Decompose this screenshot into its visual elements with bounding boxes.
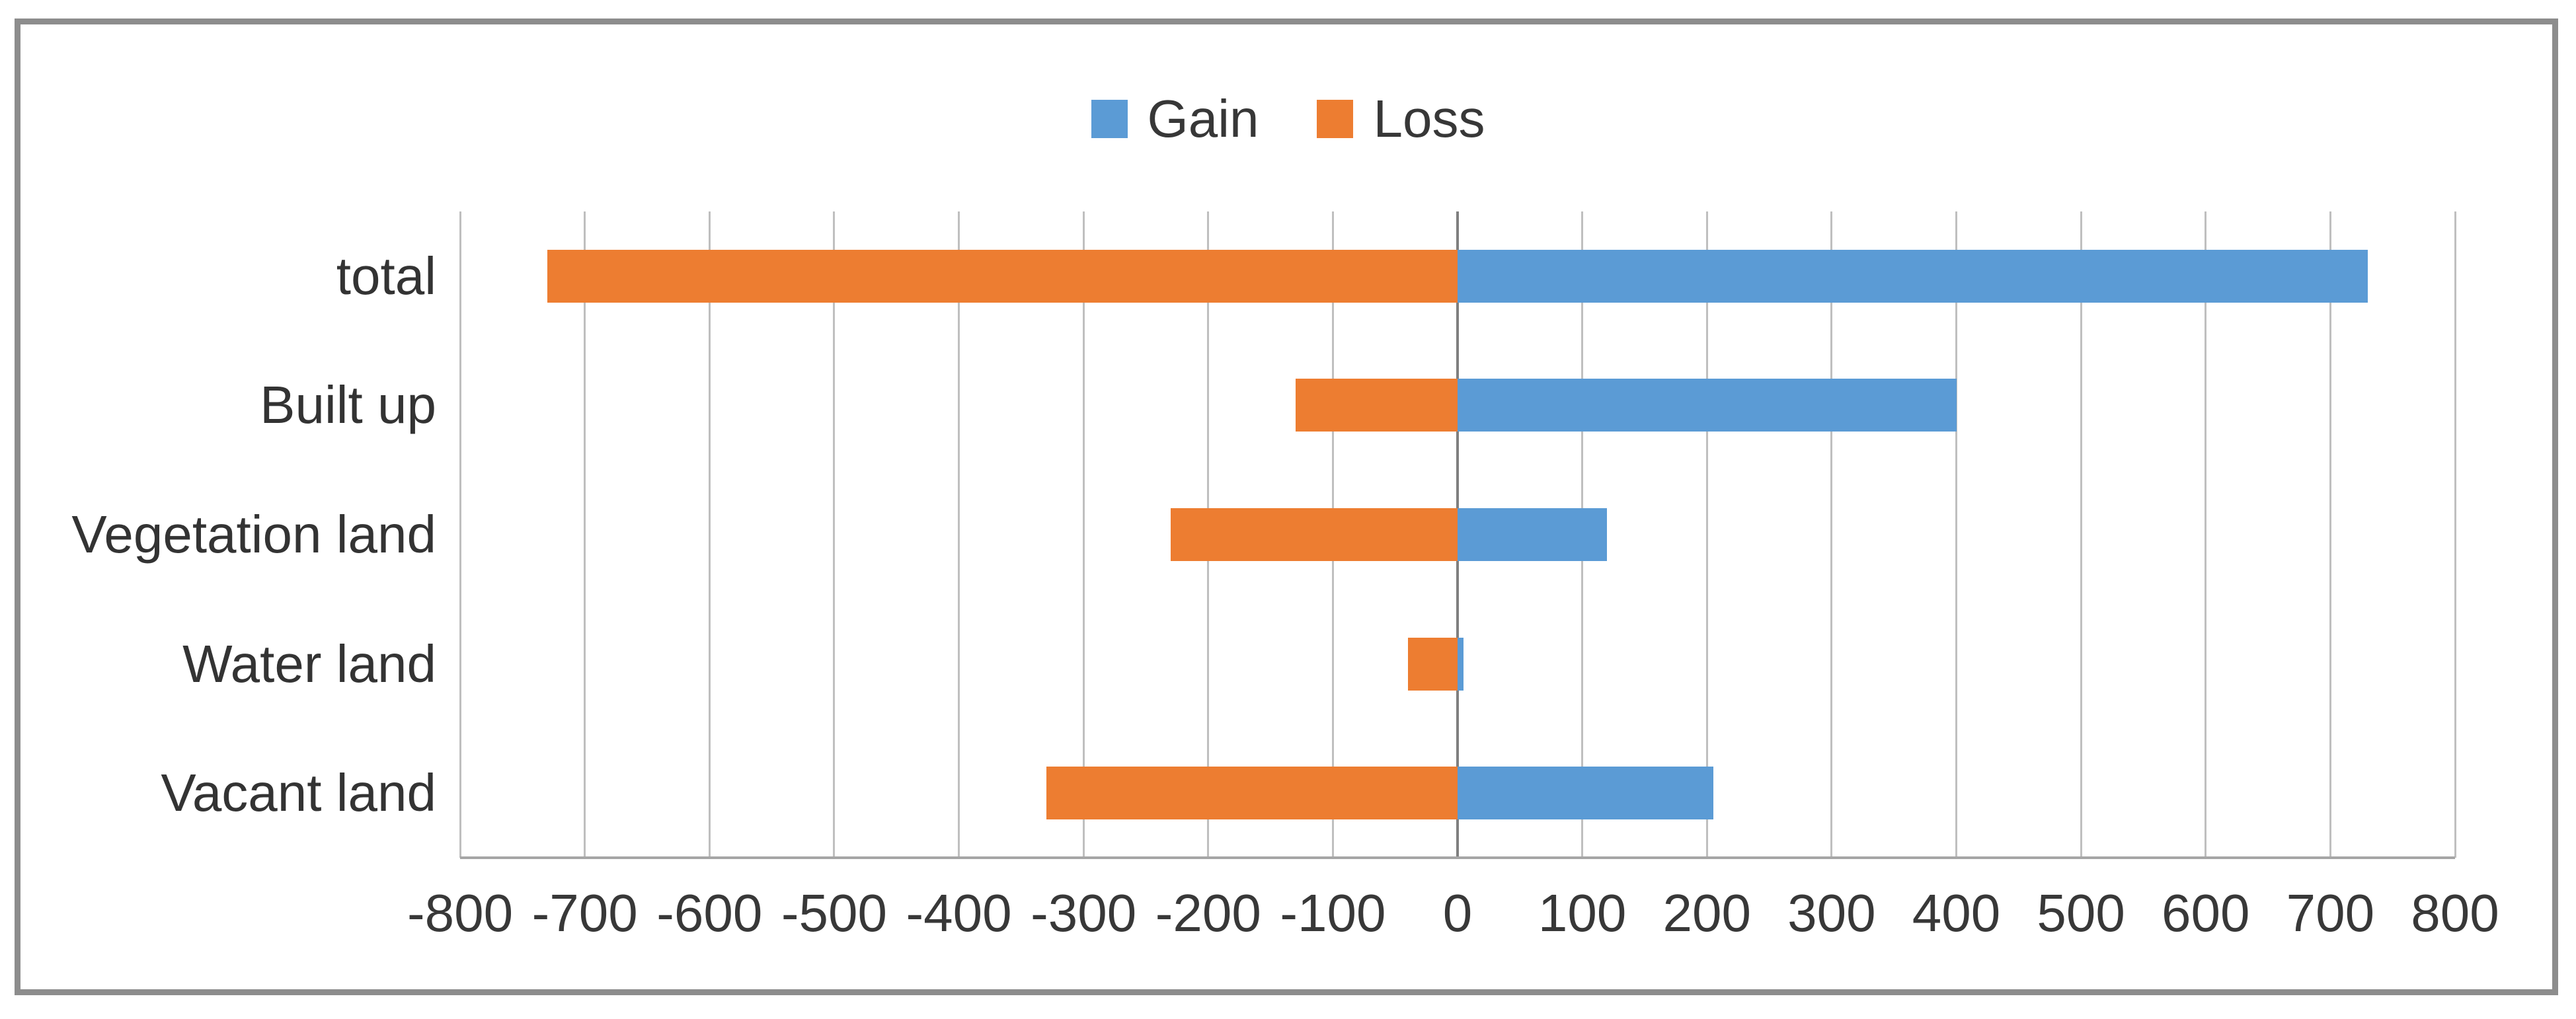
x-tick-label: 600 <box>2162 884 2250 942</box>
x-tick-label: 300 <box>1787 884 1876 942</box>
x-tick-label: -700 <box>531 884 638 942</box>
legend-label: Gain <box>1147 89 1259 148</box>
x-tick-label: -600 <box>656 884 763 942</box>
x-tick-label: 100 <box>1538 884 1627 942</box>
x-tick-label: -100 <box>1280 884 1386 942</box>
x-tick-label: 400 <box>1912 884 2001 942</box>
bar-gain-built-up <box>1458 379 1957 432</box>
category-label-total: total <box>336 246 436 305</box>
legend-item-loss: Loss <box>1317 93 1485 145</box>
legend: Gain Loss <box>1091 93 1485 145</box>
chart-border-frame <box>15 19 2558 995</box>
gridline <box>2454 211 2456 858</box>
category-label-built-up: Built up <box>260 375 436 435</box>
legend-swatch-gain <box>1091 100 1128 138</box>
x-tick-label: 500 <box>2037 884 2125 942</box>
bar-loss-vegetation-land <box>1171 508 1458 561</box>
x-tick-label: -200 <box>1155 884 1261 942</box>
x-tick-label: -500 <box>781 884 887 942</box>
x-axis-line <box>460 856 2455 859</box>
gridline <box>833 211 836 858</box>
x-tick-label: -800 <box>407 884 514 942</box>
category-label-vacant-land: Vacant land <box>161 763 436 823</box>
bar-gain-total <box>1458 249 2368 303</box>
legend-swatch-loss <box>1317 100 1354 138</box>
x-tick-label: 700 <box>2286 884 2375 942</box>
x-tick-label: -400 <box>906 884 1012 942</box>
legend-item-gain: Gain <box>1091 93 1259 145</box>
gridline <box>2329 211 2331 858</box>
bar-loss-total <box>547 249 1458 303</box>
gridline <box>1830 211 1833 858</box>
gridline <box>1082 211 1085 858</box>
bar-gain-vacant-land <box>1458 767 1713 820</box>
category-label-vegetation-land: Vegetation land <box>71 505 436 564</box>
gridline <box>708 211 711 858</box>
x-tick-label: -300 <box>1031 884 1137 942</box>
x-tick-label: 800 <box>2411 884 2499 942</box>
gridline <box>2080 211 2082 858</box>
category-label-water-land: Water land <box>182 634 436 693</box>
bar-loss-water-land <box>1407 637 1458 691</box>
bar-gain-water-land <box>1458 637 1464 691</box>
x-tick-label: 200 <box>1662 884 1751 942</box>
x-tick-label: 0 <box>1442 884 1473 942</box>
gridline <box>1705 211 1708 858</box>
gridline <box>584 211 586 858</box>
bar-loss-vacant-land <box>1046 767 1458 820</box>
bar-gain-vegetation-land <box>1458 508 1608 561</box>
gridline <box>459 211 461 858</box>
gridline <box>2205 211 2207 858</box>
bar-loss-built-up <box>1295 379 1458 432</box>
gridline <box>1955 211 1957 858</box>
plot-area <box>459 211 2456 859</box>
legend-label: Loss <box>1373 89 1485 148</box>
gridline <box>958 211 960 858</box>
